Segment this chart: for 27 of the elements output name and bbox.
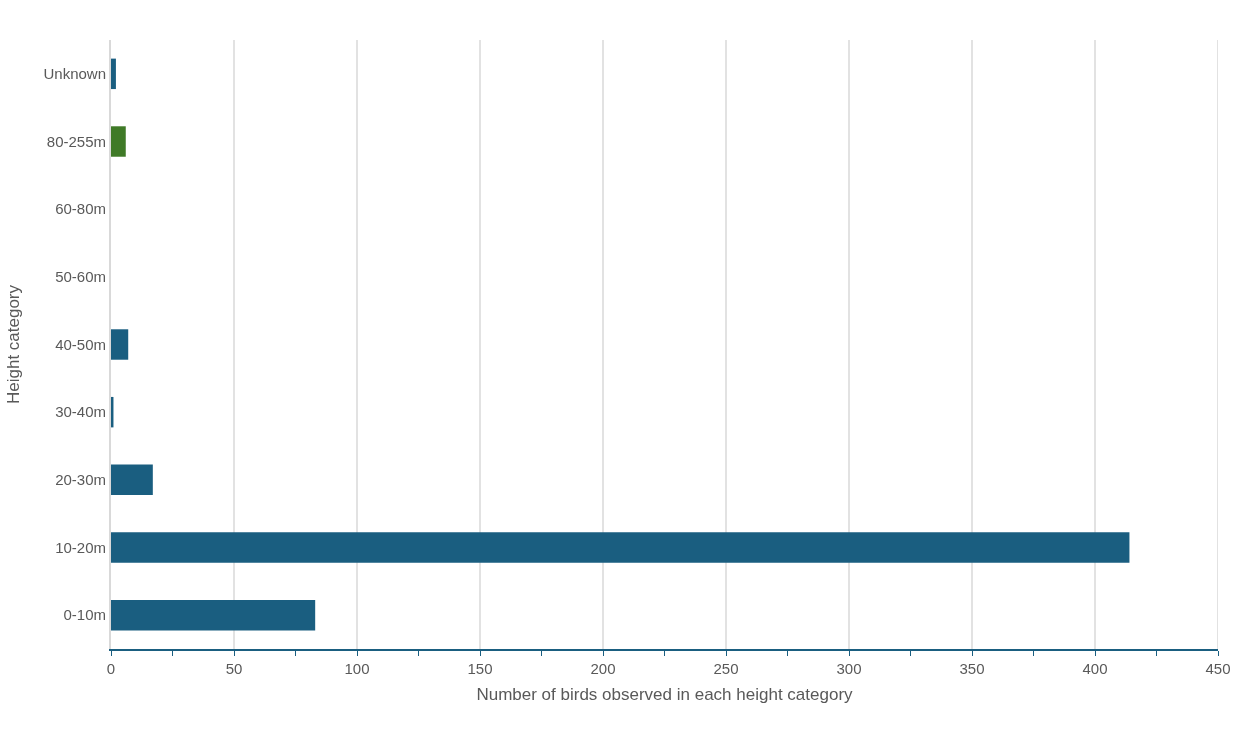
x-tick-label: 300 — [836, 660, 862, 677]
x-tick-label: 350 — [959, 660, 985, 677]
x-tick-label: 50 — [225, 660, 243, 677]
y-tick-label: 50-60m — [55, 268, 106, 286]
y-tick-label: 30-40m — [55, 403, 106, 421]
x-tick-label: 250 — [713, 660, 739, 677]
x-axis-title: Number of birds observed in each height category — [476, 684, 854, 704]
x-tick-label: 400 — [1082, 660, 1108, 677]
x-tick-label: 200 — [590, 660, 616, 677]
bar — [111, 599, 316, 631]
bar — [111, 126, 126, 157]
bar — [111, 464, 153, 496]
y-tick-label: Unknown — [43, 65, 106, 83]
x-tick-label: 150 — [467, 660, 493, 677]
y-tick-label: 60-80m — [55, 200, 106, 218]
x-tick-label: 100 — [344, 660, 370, 677]
y-axis-title: Height category — [3, 284, 23, 405]
x-tick-label: 0 — [106, 660, 116, 677]
bar — [111, 58, 116, 90]
y-tick-label: 80-255m — [46, 132, 106, 150]
y-tick-label: 20-30m — [55, 471, 106, 489]
y-tick-label: 40-50m — [55, 335, 106, 353]
bar — [111, 532, 1130, 563]
y-tick-label: 10-20m — [55, 538, 106, 556]
x-tick-label: 450 — [1205, 660, 1231, 677]
y-tick-label: 0-10m — [63, 606, 106, 624]
bar — [111, 329, 129, 360]
